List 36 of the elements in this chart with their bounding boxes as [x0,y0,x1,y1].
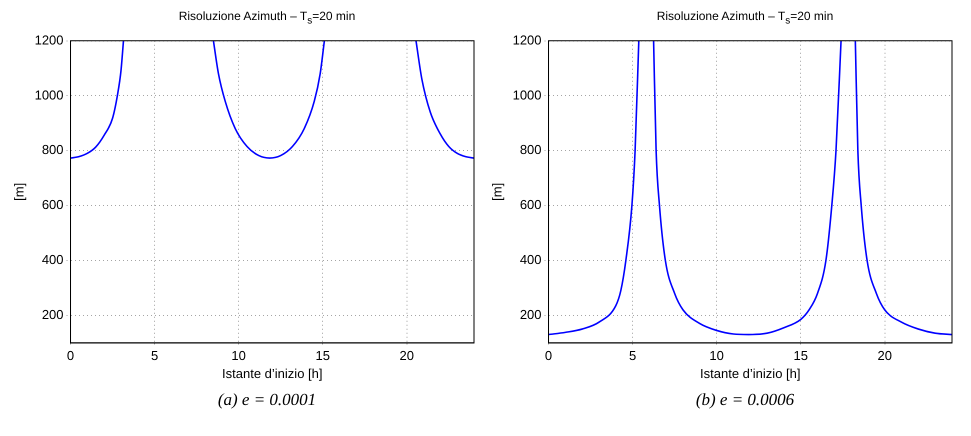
x-tick-label: 15 [315,348,330,364]
line-series [415,40,474,159]
x-tick-label: 20 [400,348,414,364]
chart-title: Risoluzione Azimuth – T$_{s}$=20 min [178,8,356,28]
x-tick-label: 15 [793,348,808,364]
text: (b) e = 0.0006 [694,390,796,410]
text: (a) e = 0.0001 [216,390,318,410]
y-tick-label: 200 [520,306,542,322]
y-tick-label: 1000 [512,87,542,102]
y-axis-title: [m] [11,182,26,201]
x-tick-label: 10 [231,348,246,364]
x-tick-label: 10 [709,348,724,364]
x-tick-label: 20 [878,348,892,364]
y-axis-title: [m] [489,182,504,201]
line-series [70,40,124,159]
chart-title: Risoluzione Azimuth – T$_{s}$=20 min [656,8,834,28]
x-axis-title: Istante d’inizio [h] [700,366,800,381]
x-tick-label: 0 [66,348,74,364]
y-tick-label: 1200 [512,32,542,48]
y-tick-label: 1000 [34,87,64,102]
y-tick-label: 400 [520,252,542,268]
line-series [548,40,640,336]
line-series [652,40,842,336]
line-series [854,40,952,336]
x-tick-label: 5 [628,348,636,364]
y-tick-label: 400 [42,252,64,268]
x-tick-label: 0 [544,348,552,364]
x-tick-label: 5 [150,348,158,364]
x-axis-title: Istante d’inizio [h] [222,366,322,381]
y-tick-label: 200 [42,306,64,322]
y-tick-label: 800 [520,142,542,158]
y-tick-label: 1200 [34,32,64,48]
y-tick-label: 600 [42,197,64,212]
y-tick-label: 800 [42,142,64,158]
line-series [212,40,326,159]
y-tick-label: 600 [520,197,542,212]
